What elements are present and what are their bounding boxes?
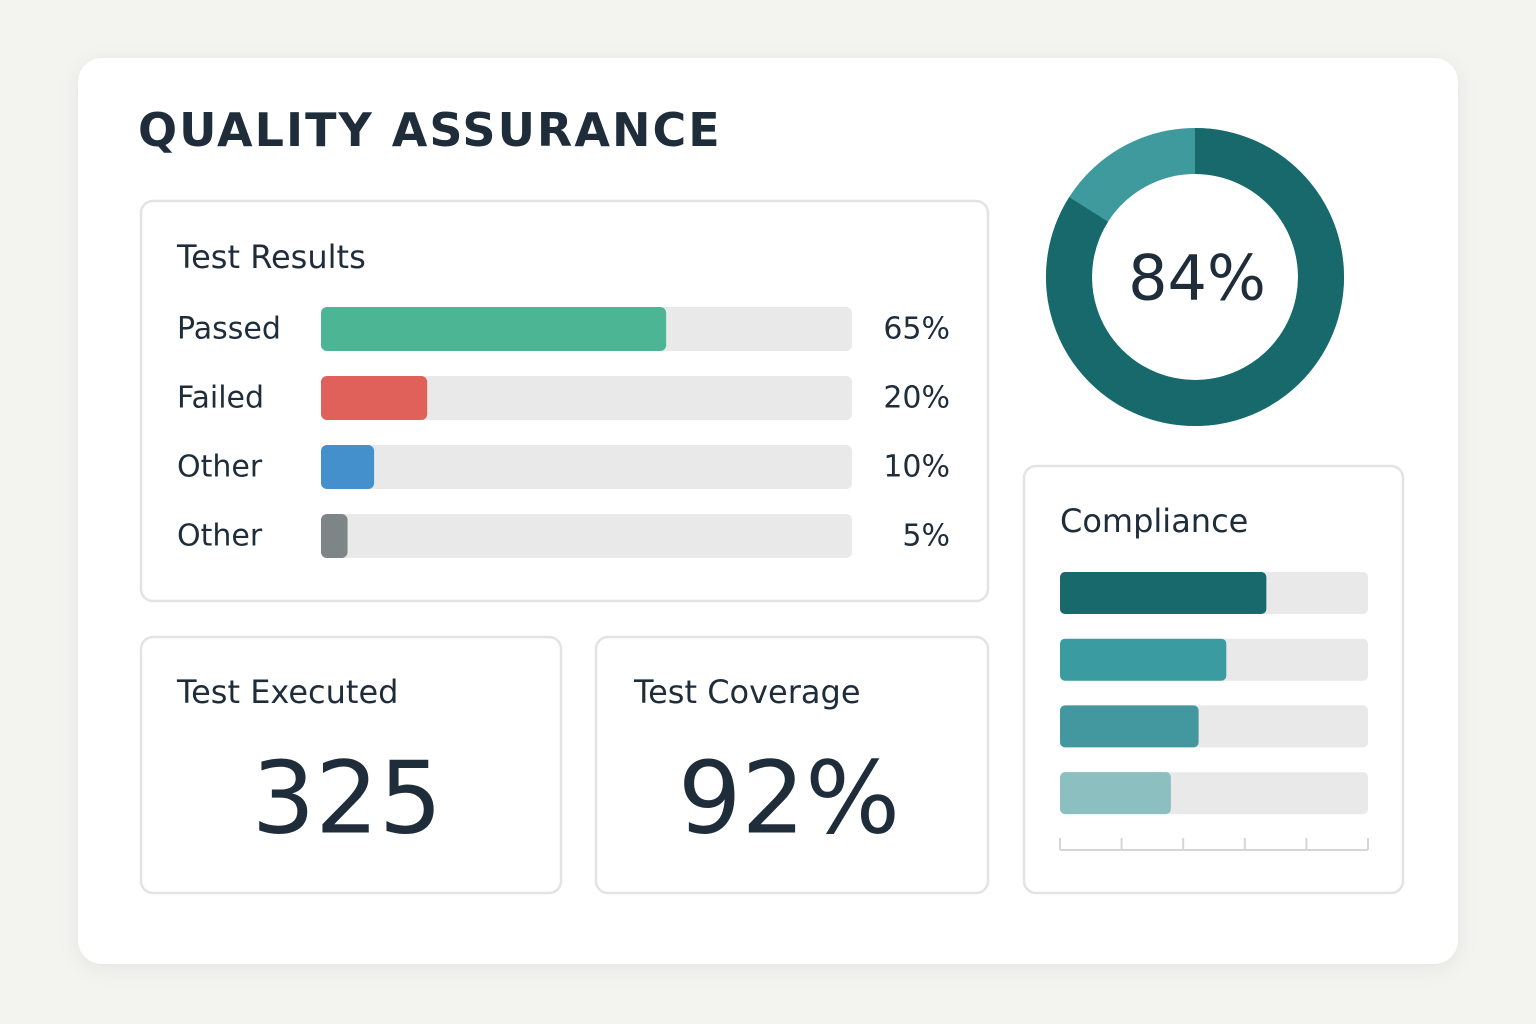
bar [1060,772,1171,815]
row-label: Passed [177,312,281,347]
bar-track [321,445,852,489]
panel-title: Test Coverage [633,673,861,711]
bar [321,307,667,351]
bar [321,376,428,420]
kpi-value: 92% [678,740,900,857]
value-label: 10% [883,450,950,485]
test-executed-panel [139,635,563,895]
panel-title: Compliance [1060,502,1248,540]
bar [1060,705,1199,748]
row-label: Other [177,519,263,554]
value-label: 65% [883,312,950,347]
row-label: Other [177,450,263,485]
bar [321,514,348,558]
page-title: QUALITY ASSURANCE [138,103,722,157]
bar-track [321,376,852,420]
kpi-value: 325 [252,740,443,857]
row-label: Failed [177,381,264,416]
test-coverage-panel [594,635,990,895]
bar [1060,572,1267,614]
value-label: 5% [902,519,950,554]
panel-title: Test Executed [176,673,398,711]
donut-label: 84% [1128,242,1266,315]
bar [321,445,375,489]
donut-arc [1046,128,1344,426]
panel-title: Test Results [176,238,366,276]
value-label: 20% [883,381,950,416]
bar-track [321,514,852,558]
bar [1060,638,1227,681]
